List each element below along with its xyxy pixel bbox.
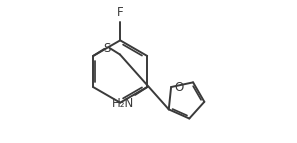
Text: O: O (174, 81, 184, 94)
Text: S: S (103, 42, 110, 55)
Text: H₂N: H₂N (112, 97, 135, 110)
Text: F: F (117, 6, 124, 19)
